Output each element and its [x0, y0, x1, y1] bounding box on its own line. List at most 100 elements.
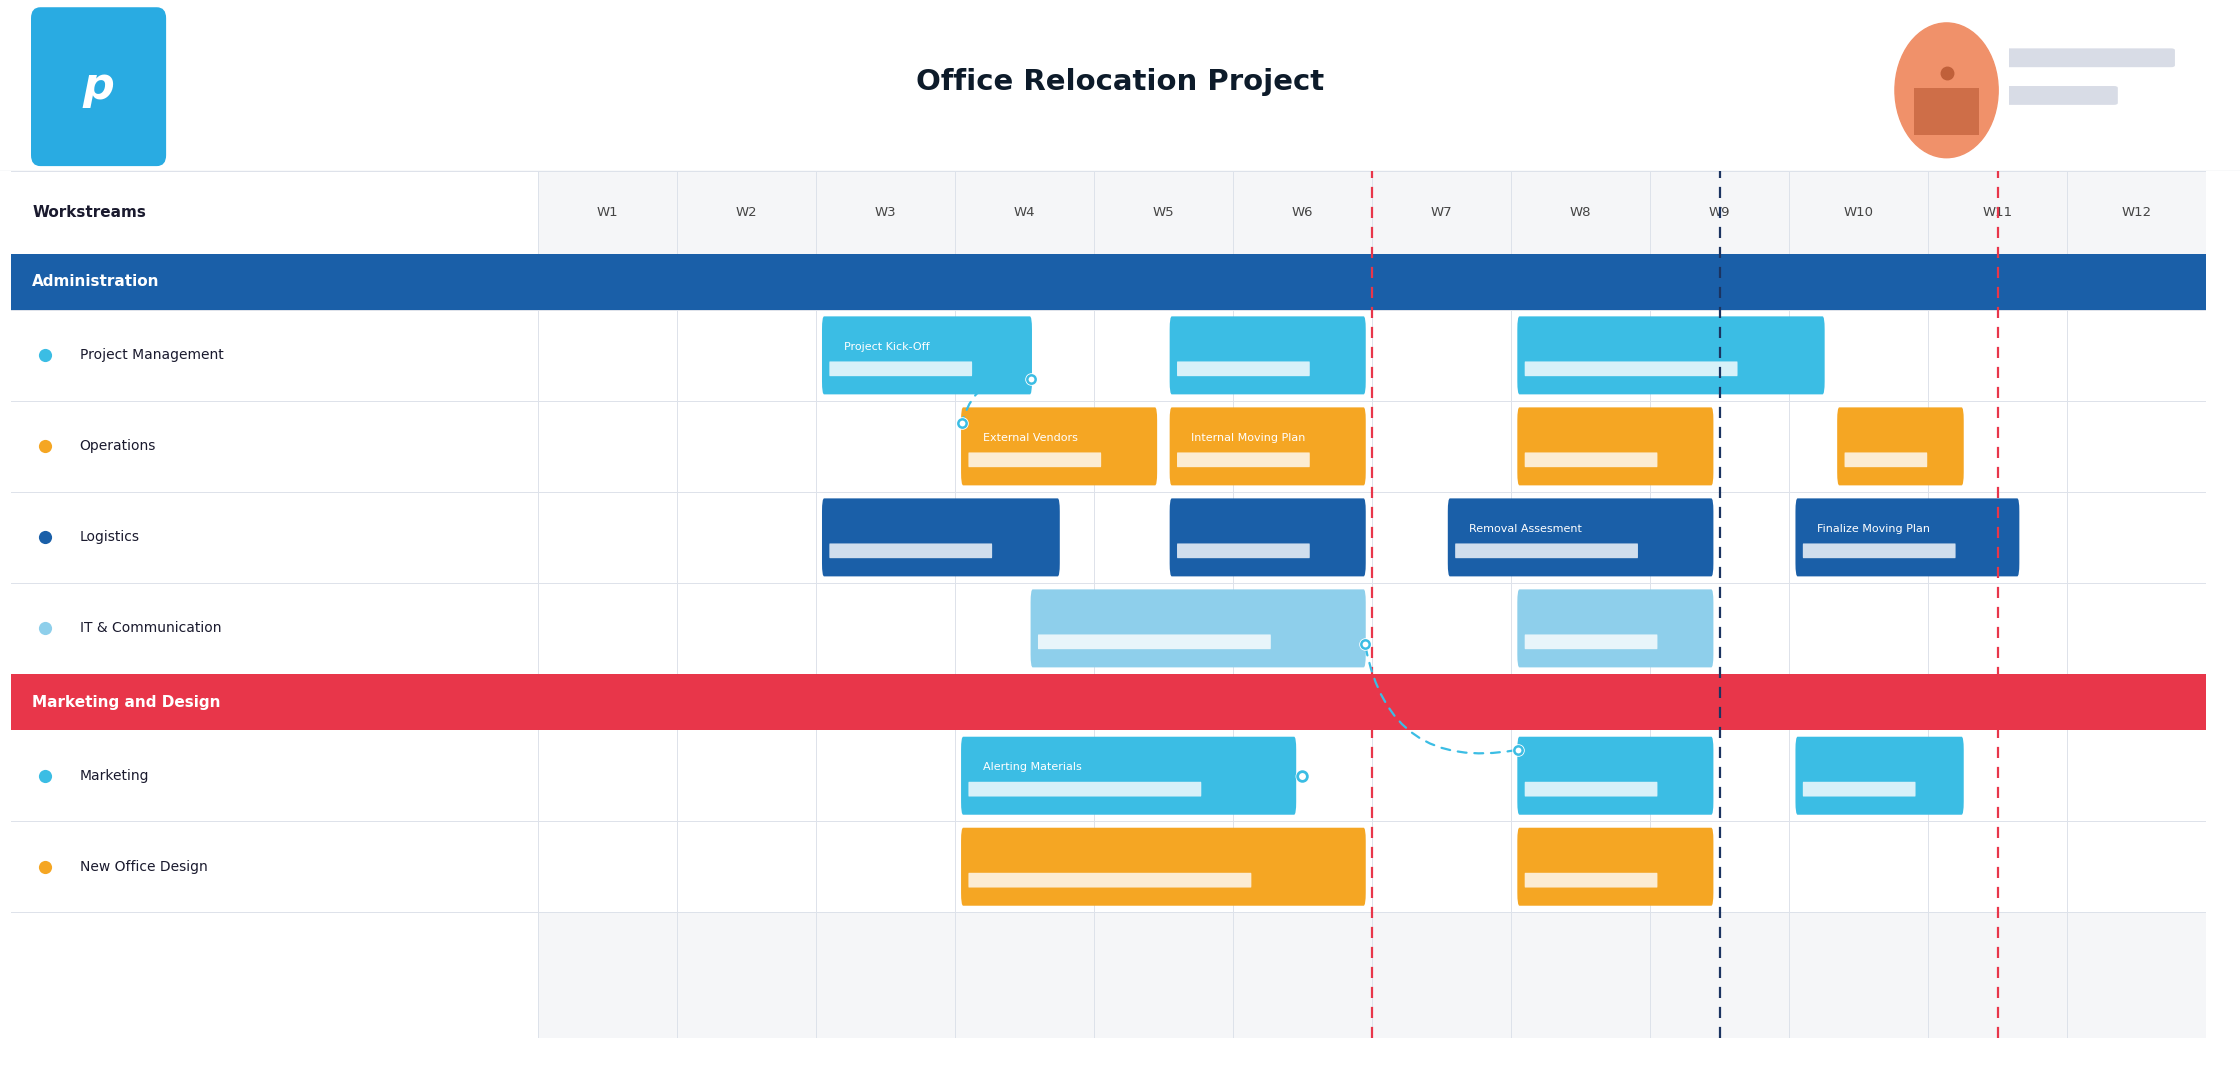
Text: Mar: Mar — [2052, 59, 2083, 73]
Text: W5: W5 — [1154, 205, 1174, 219]
FancyBboxPatch shape — [1037, 635, 1270, 649]
FancyBboxPatch shape — [1266, 14, 1478, 131]
FancyBboxPatch shape — [1030, 590, 1366, 668]
FancyBboxPatch shape — [968, 453, 1102, 468]
FancyBboxPatch shape — [1516, 408, 1714, 486]
FancyArrowPatch shape — [963, 378, 1028, 421]
FancyBboxPatch shape — [1803, 544, 1956, 559]
Text: Operations: Operations — [81, 440, 157, 454]
Text: W10: W10 — [1844, 205, 1873, 219]
FancyBboxPatch shape — [2005, 86, 2117, 105]
FancyBboxPatch shape — [822, 499, 1060, 577]
Text: IT & Communication: IT & Communication — [81, 622, 222, 636]
Text: Planning: Planning — [1340, 65, 1404, 78]
FancyBboxPatch shape — [2005, 48, 2175, 67]
FancyBboxPatch shape — [961, 737, 1297, 814]
FancyBboxPatch shape — [11, 492, 538, 583]
FancyBboxPatch shape — [11, 310, 538, 401]
Polygon shape — [1973, 123, 2023, 160]
FancyBboxPatch shape — [1525, 635, 1658, 649]
FancyBboxPatch shape — [968, 873, 1252, 887]
Polygon shape — [1696, 123, 1745, 160]
FancyBboxPatch shape — [11, 674, 538, 730]
FancyBboxPatch shape — [1447, 499, 1714, 577]
Text: Office Relocation Project: Office Relocation Project — [916, 68, 1324, 96]
FancyArrowPatch shape — [1366, 646, 1514, 753]
Polygon shape — [1346, 123, 1398, 160]
Text: p: p — [83, 65, 114, 108]
Text: Administration: Administration — [31, 274, 159, 289]
Text: W9: W9 — [1709, 205, 1732, 219]
FancyBboxPatch shape — [538, 401, 2206, 492]
Text: W4: W4 — [1012, 205, 1035, 219]
FancyBboxPatch shape — [1803, 782, 1915, 796]
FancyBboxPatch shape — [11, 821, 538, 913]
FancyBboxPatch shape — [1613, 14, 1826, 131]
FancyBboxPatch shape — [1525, 782, 1658, 796]
FancyBboxPatch shape — [822, 317, 1033, 395]
Text: Alerting Materials: Alerting Materials — [983, 762, 1082, 773]
FancyBboxPatch shape — [968, 782, 1201, 796]
FancyBboxPatch shape — [1516, 737, 1714, 814]
Text: Logistics: Logistics — [81, 531, 139, 545]
Text: W6: W6 — [1292, 205, 1313, 219]
FancyBboxPatch shape — [1837, 408, 1964, 486]
FancyBboxPatch shape — [1525, 362, 1738, 377]
FancyBboxPatch shape — [1844, 453, 1926, 468]
FancyBboxPatch shape — [1525, 873, 1658, 887]
FancyBboxPatch shape — [1387, 15, 1635, 118]
Text: Feb: Feb — [1496, 59, 1525, 73]
FancyBboxPatch shape — [1169, 499, 1366, 577]
Text: Project Management: Project Management — [81, 349, 224, 363]
Text: W11: W11 — [1982, 205, 2014, 219]
FancyBboxPatch shape — [1516, 317, 1826, 395]
FancyBboxPatch shape — [538, 821, 2206, 913]
FancyBboxPatch shape — [1176, 544, 1310, 559]
FancyBboxPatch shape — [11, 730, 538, 821]
FancyBboxPatch shape — [31, 7, 166, 166]
FancyBboxPatch shape — [1169, 408, 1366, 486]
FancyBboxPatch shape — [1456, 544, 1637, 559]
FancyBboxPatch shape — [1525, 453, 1658, 468]
FancyBboxPatch shape — [1516, 590, 1714, 668]
Polygon shape — [1915, 88, 1978, 135]
Text: Removal Assesment: Removal Assesment — [1469, 523, 1581, 534]
Text: Project Kick-Off: Project Kick-Off — [844, 341, 930, 352]
FancyBboxPatch shape — [1944, 15, 2191, 118]
FancyBboxPatch shape — [538, 492, 2206, 583]
FancyBboxPatch shape — [538, 254, 2206, 310]
Text: W2: W2 — [735, 205, 757, 219]
Text: Today: Today — [1698, 65, 1740, 78]
Text: W12: W12 — [2121, 205, 2153, 219]
FancyBboxPatch shape — [538, 310, 2206, 401]
FancyBboxPatch shape — [1516, 828, 1714, 905]
Text: W1: W1 — [596, 205, 618, 219]
FancyBboxPatch shape — [11, 254, 538, 310]
FancyBboxPatch shape — [1176, 362, 1310, 377]
FancyBboxPatch shape — [1891, 14, 2103, 131]
Text: W3: W3 — [874, 205, 896, 219]
Text: Finalize Moving Plan: Finalize Moving Plan — [1817, 523, 1931, 534]
FancyBboxPatch shape — [11, 583, 538, 674]
FancyBboxPatch shape — [829, 362, 972, 377]
FancyBboxPatch shape — [1796, 737, 1964, 814]
FancyBboxPatch shape — [538, 583, 2206, 674]
FancyBboxPatch shape — [1796, 499, 2018, 577]
Circle shape — [1895, 22, 1998, 157]
Text: Internal Moving Plan: Internal Moving Plan — [1192, 432, 1306, 443]
Text: W8: W8 — [1570, 205, 1590, 219]
Text: Jan: Jan — [1082, 59, 1107, 73]
Text: Marketing and Design: Marketing and Design — [31, 694, 222, 709]
FancyBboxPatch shape — [961, 828, 1366, 905]
FancyBboxPatch shape — [831, 15, 1357, 118]
Text: New Office Design: New Office Design — [81, 859, 208, 874]
Text: Workstreams: Workstreams — [31, 204, 146, 219]
Text: Marketing: Marketing — [81, 768, 150, 783]
Text: W7: W7 — [1431, 205, 1452, 219]
FancyBboxPatch shape — [538, 730, 2206, 821]
FancyBboxPatch shape — [11, 401, 538, 492]
FancyBboxPatch shape — [961, 408, 1158, 486]
Text: Operations: Operations — [1956, 65, 2038, 78]
FancyBboxPatch shape — [1176, 453, 1310, 468]
FancyBboxPatch shape — [538, 674, 2206, 730]
